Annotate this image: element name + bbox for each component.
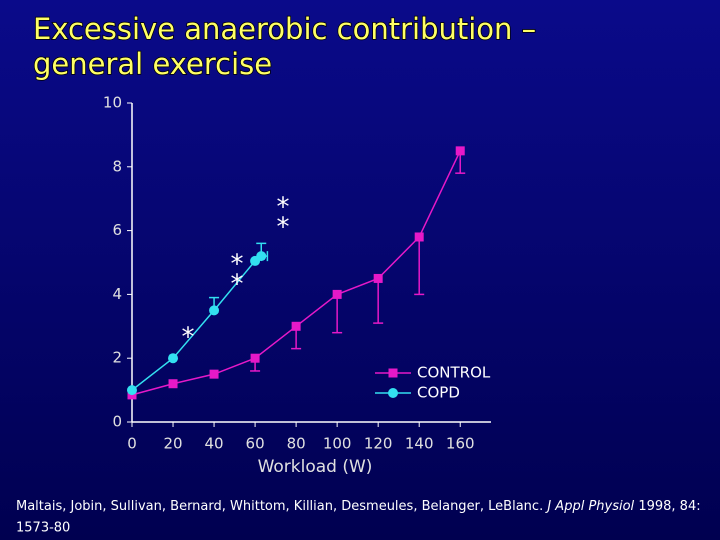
citation-authors: Maltais, Jobin, Sullivan, Bernard, Whitt… (16, 499, 543, 514)
x-axis-label: Workload (W) (258, 457, 373, 477)
marker (414, 232, 424, 242)
citation: Maltais, Jobin, Sullivan, Bernard, Whitt… (16, 499, 701, 514)
significance-marker: * (277, 213, 290, 243)
x-tick-label: 100 (323, 435, 352, 453)
x-tick-label: 60 (246, 435, 265, 453)
legend-label: COPD (417, 384, 460, 402)
y-tick-label: 0 (112, 413, 122, 431)
y-tick-label: 6 (112, 221, 122, 239)
marker (373, 273, 383, 283)
title-line: Excessive anaerobic contribution – (33, 12, 536, 46)
citation-journal: J Appl Physiol (544, 499, 634, 514)
title-line: general exercise (33, 47, 272, 81)
x-tick-label: 0 (127, 435, 137, 453)
y-tick-label: 10 (103, 94, 122, 112)
significance-marker: * (231, 250, 244, 280)
citation-details: 1998, 84: (638, 499, 700, 514)
legend-marker (388, 368, 398, 378)
y-tick-label: 2 (112, 349, 122, 367)
significance-marker: * (277, 193, 290, 223)
marker (127, 385, 137, 396)
significance-marker: * (182, 323, 195, 353)
y-tick-label: 4 (112, 285, 122, 303)
x-tick-label: 20 (163, 435, 182, 453)
legend-label: CONTROL (417, 364, 491, 382)
legend-marker (388, 388, 398, 398)
x-tick-label: 80 (287, 435, 306, 453)
x-tick-label: 40 (205, 435, 224, 453)
marker (209, 305, 220, 316)
marker (332, 289, 342, 299)
significance-marker: * (231, 270, 244, 300)
x-tick-label: 160 (446, 435, 475, 453)
marker (256, 251, 267, 262)
marker (168, 353, 179, 364)
marker (250, 353, 260, 363)
x-tick-label: 120 (364, 435, 393, 453)
marker (168, 379, 178, 389)
marker (209, 369, 219, 379)
marker (455, 146, 465, 156)
y-tick-label: 8 (112, 157, 122, 175)
x-tick-label: 140 (405, 435, 434, 453)
citation-details: 1573-80 (16, 521, 70, 536)
marker (291, 321, 301, 331)
